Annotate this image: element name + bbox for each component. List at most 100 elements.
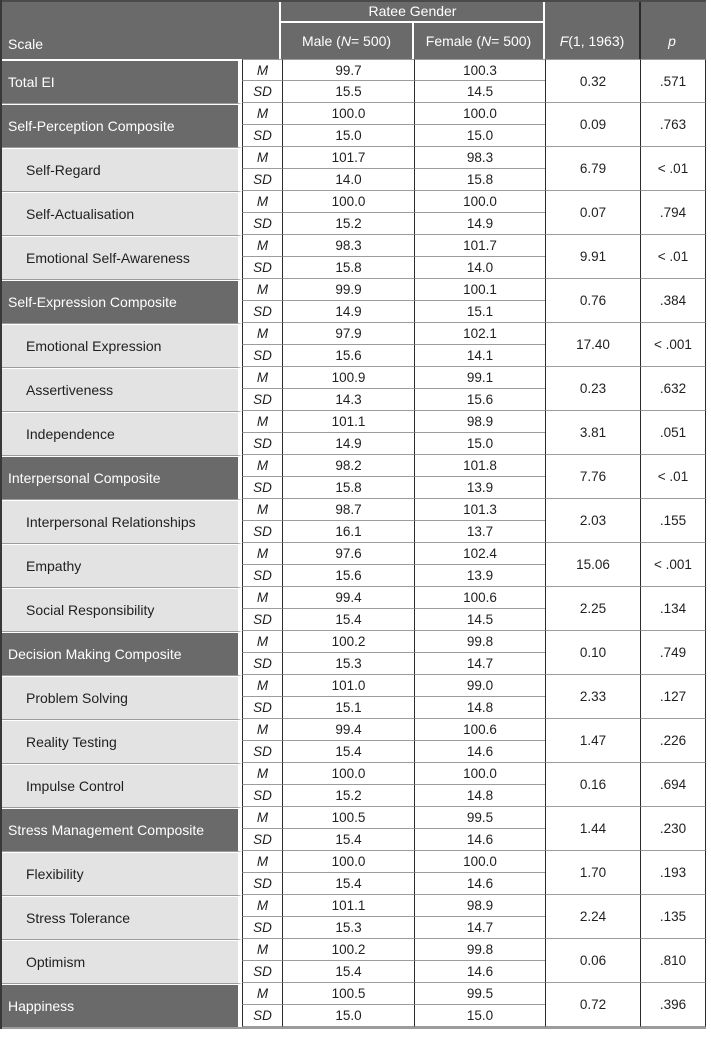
sd-female: 14.9 — [414, 213, 545, 235]
sd-male: 15.0 — [282, 125, 414, 147]
table-top-edge — [0, 0, 706, 2]
sd-male: 14.9 — [282, 433, 414, 455]
table-body: Total EI M 99.7 100.3 0.32.571 SD 15.5 14.5 Self… — [0, 59, 706, 1029]
scale-name: Decision Making Composite — [0, 631, 242, 675]
sd-row-label: SD — [242, 1005, 282, 1027]
p-value: < .01 — [640, 455, 706, 499]
f-value: 0.10 — [545, 631, 640, 675]
sd-male: 15.4 — [282, 961, 414, 983]
mean-row-label: M — [242, 367, 282, 389]
p-value: .051 — [640, 411, 706, 455]
f-value: 0.07 — [545, 191, 640, 235]
f-value: 2.25 — [545, 587, 640, 631]
mean-row-label: M — [242, 147, 282, 169]
mean-male: 101.1 — [282, 895, 414, 917]
sd-male: 16.1 — [282, 521, 414, 543]
p-value: .193 — [640, 851, 706, 895]
ratee-gender-label: Ratee Gender — [368, 3, 457, 19]
sd-row-label: SD — [242, 565, 282, 587]
sd-row-label: SD — [242, 213, 282, 235]
sd-male: 15.0 — [282, 1005, 414, 1027]
mean-row-label: M — [242, 983, 282, 1005]
male-prefix: Male ( — [301, 32, 341, 49]
col-header-p-value: p — [640, 24, 704, 57]
sd-female: 14.7 — [414, 917, 545, 939]
sd-row-label: SD — [242, 477, 282, 499]
p-value: < .01 — [640, 147, 706, 191]
f-value: 1.44 — [545, 807, 640, 851]
f-value: 0.32 — [545, 59, 640, 103]
sd-female: 13.9 — [414, 477, 545, 499]
p-value: .571 — [640, 59, 706, 103]
scale-name: Problem Solving — [0, 675, 242, 719]
mean-male: 100.2 — [282, 939, 414, 961]
scale-name: Self-Perception Composite — [0, 103, 242, 147]
mean-row-label: M — [242, 499, 282, 521]
scale-name: Self-Regard — [0, 147, 242, 191]
sd-male: 15.8 — [282, 477, 414, 499]
table-header: Scale Ratee Gender Male (N = 500) Female… — [0, 0, 706, 59]
p-value: .226 — [640, 719, 706, 763]
sd-male: 15.2 — [282, 785, 414, 807]
header-divider-scale — [279, 0, 281, 59]
f-value: 17.40 — [545, 323, 640, 367]
f-value: 0.16 — [545, 763, 640, 807]
sd-row-label: SD — [242, 389, 282, 411]
f-value: 0.09 — [545, 103, 640, 147]
sd-female: 14.8 — [414, 697, 545, 719]
sd-row-label: SD — [242, 169, 282, 191]
f-value: 3.81 — [545, 411, 640, 455]
col-header-female: Female (N = 500) — [413, 24, 544, 57]
scale-name: Flexibility — [0, 851, 242, 895]
sd-male: 15.1 — [282, 697, 414, 719]
sd-male: 14.3 — [282, 389, 414, 411]
sd-row-label: SD — [242, 609, 282, 631]
f-value: 0.23 — [545, 367, 640, 411]
mean-row-label: M — [242, 103, 282, 125]
sd-female: 14.7 — [414, 653, 545, 675]
sd-female: 14.8 — [414, 785, 545, 807]
mean-row-label: M — [242, 631, 282, 653]
sd-male: 15.4 — [282, 873, 414, 895]
sd-male: 14.9 — [282, 301, 414, 323]
male-n-symbol: N — [340, 32, 351, 49]
f-value: 2.24 — [545, 895, 640, 939]
sd-row-label: SD — [242, 697, 282, 719]
f-value: 0.06 — [545, 939, 640, 983]
female-suffix: = 500) — [491, 32, 532, 49]
f-value: 1.47 — [545, 719, 640, 763]
ratee-gender-header: Ratee Gender — [280, 1, 545, 23]
mean-male: 100.0 — [282, 103, 414, 125]
mean-female: 99.8 — [414, 939, 545, 961]
mean-female: 99.0 — [414, 675, 545, 697]
sd-female: 15.0 — [414, 125, 545, 147]
mean-female: 99.5 — [414, 807, 545, 829]
mean-row-label: M — [242, 675, 282, 697]
female-prefix: Female ( — [425, 32, 481, 49]
mean-male: 100.5 — [282, 983, 414, 1005]
scale-column-header: Scale — [8, 36, 44, 52]
p-symbol: p — [668, 32, 676, 49]
f-value: 0.72 — [545, 983, 640, 1027]
header-divider-male-female — [412, 22, 414, 59]
f-value: 15.06 — [545, 543, 640, 587]
sd-male: 15.4 — [282, 829, 414, 851]
sd-female: 14.6 — [414, 873, 545, 895]
mean-male: 99.9 — [282, 279, 414, 301]
col-header-f-statistic: F (1, 1963) — [545, 24, 639, 57]
mean-female: 98.3 — [414, 147, 545, 169]
mean-female: 99.1 — [414, 367, 545, 389]
mean-male: 100.0 — [282, 191, 414, 213]
mean-female: 101.8 — [414, 455, 545, 477]
p-value: .763 — [640, 103, 706, 147]
mean-row-label: M — [242, 59, 282, 81]
f-value: 6.79 — [545, 147, 640, 191]
mean-row-label: M — [242, 191, 282, 213]
sd-female: 14.6 — [414, 741, 545, 763]
scale-name: Total EI — [0, 59, 242, 103]
mean-row-label: M — [242, 411, 282, 433]
p-value: < .001 — [640, 323, 706, 367]
mean-row-label: M — [242, 851, 282, 873]
sd-row-label: SD — [242, 961, 282, 983]
mean-female: 102.4 — [414, 543, 545, 565]
